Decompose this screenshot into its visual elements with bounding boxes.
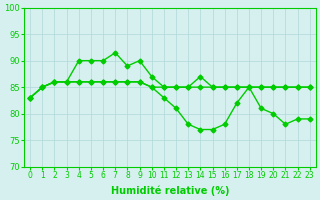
X-axis label: Humidité relative (%): Humidité relative (%) [111, 185, 229, 196]
